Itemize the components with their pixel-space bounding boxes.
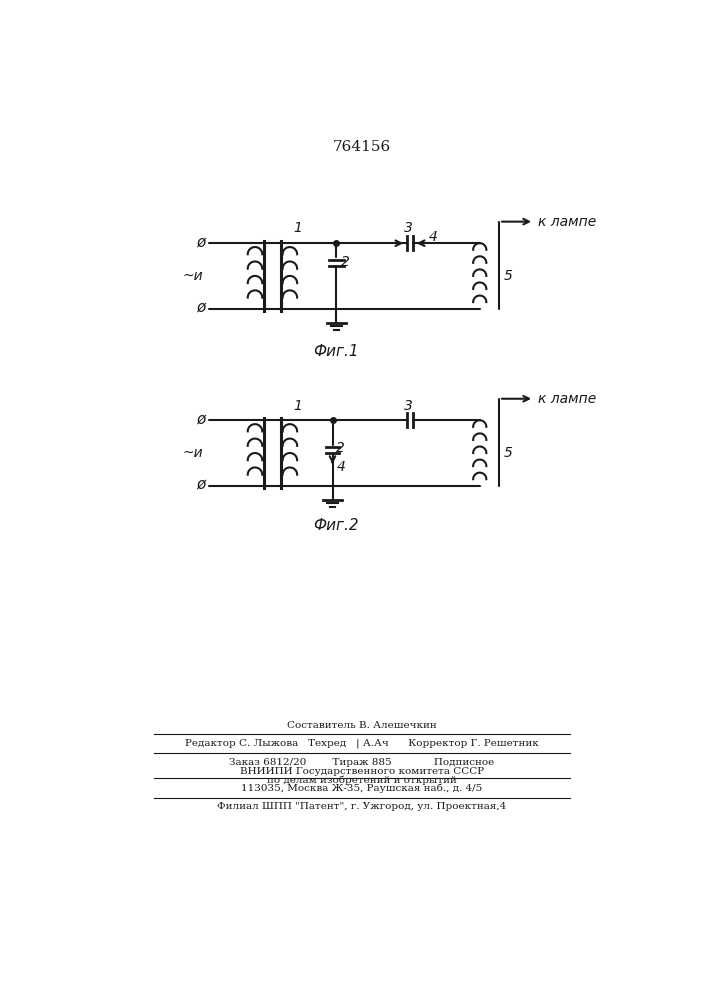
Text: ø: ø: [196, 234, 206, 249]
Text: Филиал ШПП "Патент", г. Ужгород, ул. Проектная,4: Филиал ШПП "Патент", г. Ужгород, ул. Про…: [217, 802, 507, 811]
Text: 5: 5: [504, 269, 513, 283]
Text: 113035, Москва Ж-35, Раушская наб., д. 4/5: 113035, Москва Ж-35, Раушская наб., д. 4…: [241, 784, 483, 793]
Text: 2: 2: [341, 255, 350, 269]
Text: ø: ø: [196, 300, 206, 315]
Text: 764156: 764156: [333, 140, 391, 154]
Text: ~и: ~и: [182, 269, 204, 283]
Text: к лампе: к лампе: [538, 215, 596, 229]
Text: 3: 3: [404, 399, 413, 413]
Text: Фиг.2: Фиг.2: [314, 518, 359, 533]
Text: ø: ø: [196, 477, 206, 492]
Text: Составитель В. Алешечкин: Составитель В. Алешечкин: [287, 721, 437, 730]
Text: по делам изобретений и открытий: по делам изобретений и открытий: [267, 775, 457, 785]
Text: ø: ø: [196, 411, 206, 426]
Text: ВНИИПИ Государственного комитета СССР: ВНИИПИ Государственного комитета СССР: [240, 767, 484, 776]
Text: 4: 4: [428, 230, 438, 244]
Text: Редактор С. Лыжова   Техред   | А.Ач      Корректор Г. Решетник: Редактор С. Лыжова Техред | А.Ач Коррект…: [185, 739, 539, 748]
Text: Заказ 6812/20        Тираж 885             Подписное: Заказ 6812/20 Тираж 885 Подписное: [229, 758, 495, 767]
Text: 2: 2: [337, 441, 345, 455]
Text: 1: 1: [293, 222, 302, 235]
Text: ~и: ~и: [182, 446, 204, 460]
Text: 1: 1: [293, 399, 302, 413]
Text: 4: 4: [337, 460, 345, 474]
Text: 3: 3: [404, 222, 413, 235]
Text: к лампе: к лампе: [538, 392, 596, 406]
Text: Фиг.1: Фиг.1: [314, 344, 359, 359]
Text: 5: 5: [504, 446, 513, 460]
